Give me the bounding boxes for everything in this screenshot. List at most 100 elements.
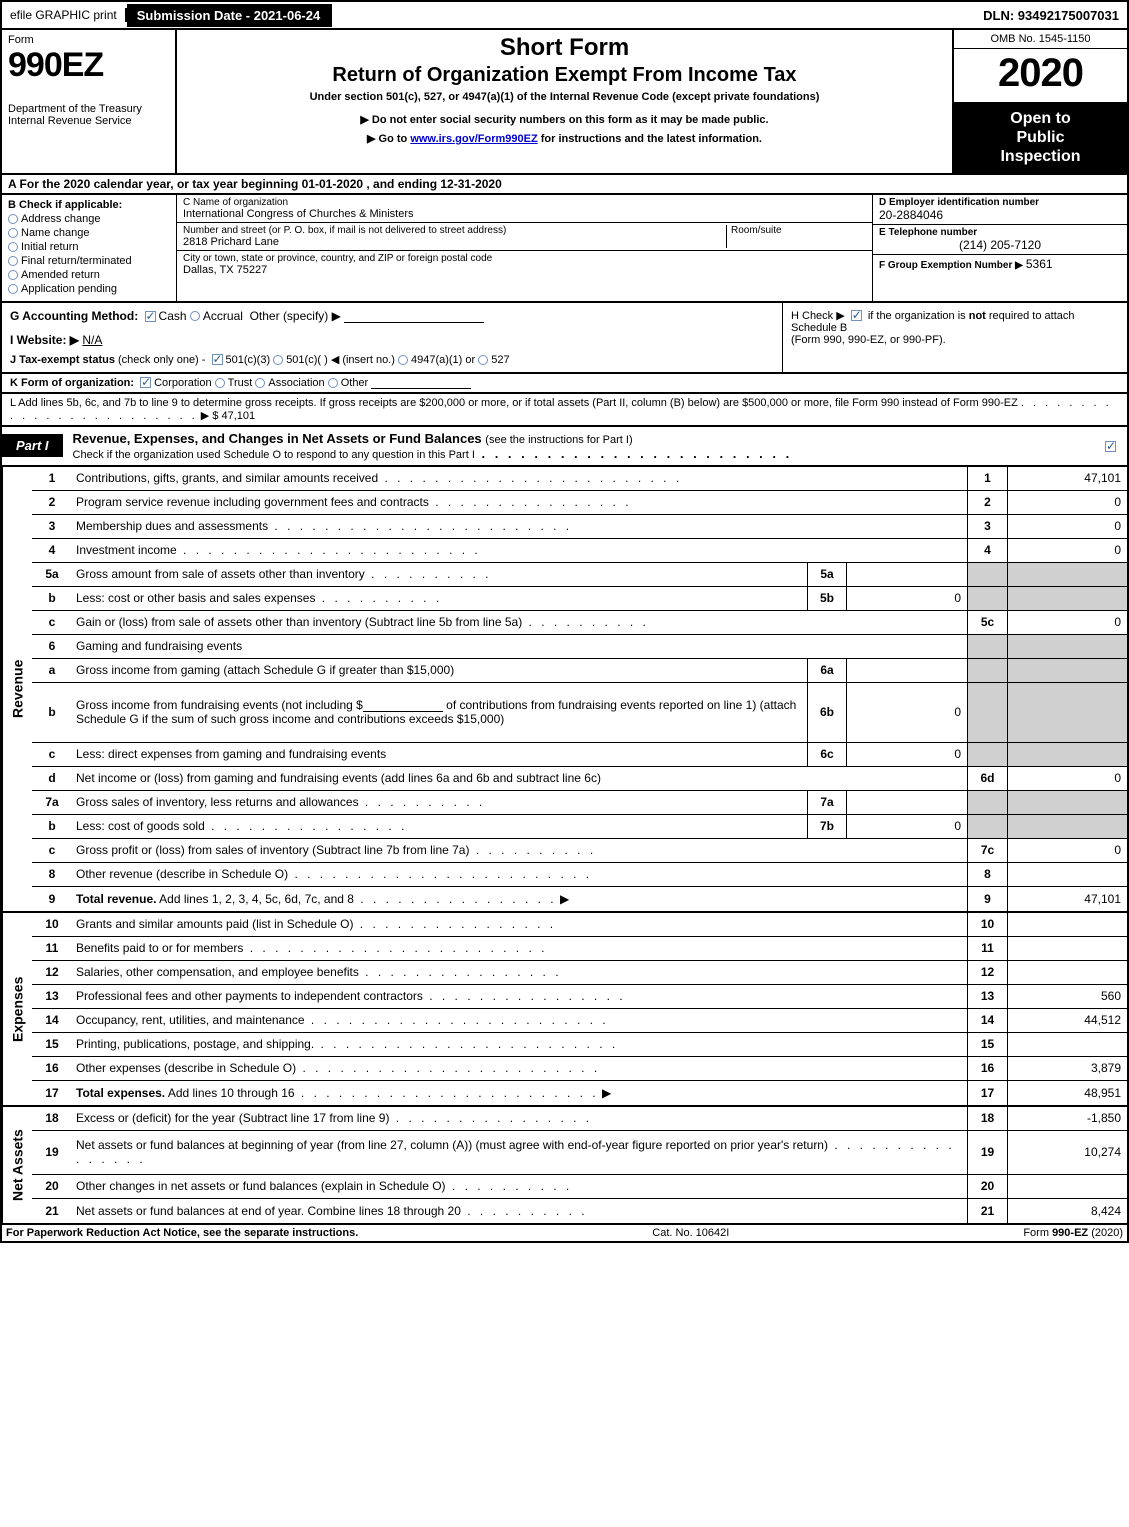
box-c: C Name of organization International Con… bbox=[177, 195, 872, 301]
line-6c-amt-shade bbox=[1007, 743, 1127, 766]
line-h: H Check ▶ if the organization is not req… bbox=[782, 303, 1127, 372]
line-18: 18 Excess or (deficit) for the year (Sub… bbox=[32, 1107, 1127, 1131]
dept-treasury: Department of the Treasury bbox=[8, 103, 169, 115]
website-value: N/A bbox=[82, 333, 102, 347]
chk-trust[interactable] bbox=[215, 378, 225, 388]
line-21-desc: Net assets or fund balances at end of ye… bbox=[72, 1202, 967, 1220]
chk-application-pending[interactable]: Application pending bbox=[8, 283, 170, 295]
line-11-num: 11 bbox=[32, 939, 72, 957]
part-i-checkbox-wrap bbox=[1102, 438, 1127, 453]
line-14-num: 14 bbox=[32, 1011, 72, 1029]
footer-catno: Cat. No. 10642I bbox=[652, 1227, 729, 1239]
line-19-num: 19 bbox=[32, 1143, 72, 1161]
line-7a-midamt bbox=[847, 791, 967, 814]
dept-irs: Internal Revenue Service bbox=[8, 115, 169, 127]
chk-schedule-b[interactable] bbox=[851, 310, 862, 321]
line-7b-amt-shade bbox=[1007, 815, 1127, 838]
line-2-desc: Program service revenue including govern… bbox=[72, 493, 967, 511]
opt-accrual: Accrual bbox=[203, 309, 243, 323]
line-5a-midamt bbox=[847, 563, 967, 586]
line-h-not: not bbox=[969, 310, 986, 322]
line-19: 19 Net assets or fund balances at beginn… bbox=[32, 1131, 1127, 1175]
chk-cash[interactable] bbox=[145, 311, 156, 322]
header-center: Short Form Return of Organization Exempt… bbox=[177, 30, 952, 173]
expenses-rows: 10 Grants and similar amounts paid (list… bbox=[32, 913, 1127, 1105]
line-4-ref: 4 bbox=[967, 539, 1007, 562]
open-to-public-badge: Open to Public Inspection bbox=[954, 103, 1127, 173]
line-a-taxyear: A For the 2020 calendar year, or tax yea… bbox=[0, 175, 1129, 195]
line-19-desc: Net assets or fund balances at beginning… bbox=[72, 1136, 967, 1168]
line-6a: a Gross income from gaming (attach Sched… bbox=[32, 659, 1127, 683]
line-5a-shade bbox=[967, 563, 1007, 586]
line-6b-desc: Gross income from fundraising events (no… bbox=[72, 696, 807, 728]
line-j-sub: (check only one) - bbox=[118, 354, 208, 366]
line-5b-shade bbox=[967, 587, 1007, 610]
group-exempt-value: 5361 bbox=[1026, 257, 1053, 271]
line-7b-desc: Less: cost of goods sold bbox=[72, 817, 807, 835]
line-13-num: 13 bbox=[32, 987, 72, 1005]
line-6a-midamt bbox=[847, 659, 967, 682]
footer-left: For Paperwork Reduction Act Notice, see … bbox=[6, 1227, 358, 1239]
line-13-amt: 560 bbox=[1007, 985, 1127, 1008]
line-7a-num: 7a bbox=[32, 793, 72, 811]
goto-prefix: ▶ Go to bbox=[367, 133, 410, 145]
line-19-amt: 10,274 bbox=[1007, 1131, 1127, 1174]
opt-corporation: Corporation bbox=[154, 377, 211, 389]
line-6a-shade bbox=[967, 659, 1007, 682]
irs-link[interactable]: www.irs.gov/Form990EZ bbox=[410, 133, 537, 145]
line-5b-num: b bbox=[32, 589, 72, 607]
address-label: Number and street (or P. O. box, if mail… bbox=[183, 225, 726, 236]
line-h-lead: H Check ▶ bbox=[791, 310, 845, 322]
opt-cash: Cash bbox=[159, 309, 187, 323]
opt-501c3: 501(c)(3) bbox=[226, 354, 271, 366]
line-11: 11 Benefits paid to or for members 11 bbox=[32, 937, 1127, 961]
line-h-text4: (Form 990, 990-EZ, or 990-PF). bbox=[791, 334, 946, 346]
chk-corporation[interactable] bbox=[140, 377, 151, 388]
line-6a-desc: Gross income from gaming (attach Schedul… bbox=[72, 661, 807, 679]
dln-label: DLN: 93492175007031 bbox=[975, 8, 1127, 23]
line-i-label: I Website: ▶ bbox=[10, 333, 79, 347]
chk-4947[interactable] bbox=[398, 355, 408, 365]
expenses-side-label: Expenses bbox=[2, 913, 32, 1105]
line-10: 10 Grants and similar amounts paid (list… bbox=[32, 913, 1127, 937]
phone-value: (214) 205-7120 bbox=[879, 238, 1121, 252]
chk-amended-return[interactable]: Amended return bbox=[8, 269, 170, 281]
chk-initial-return[interactable]: Initial return bbox=[8, 241, 170, 253]
line-20-desc: Other changes in net assets or fund bala… bbox=[72, 1177, 967, 1195]
line-17-amt: 48,951 bbox=[1007, 1081, 1127, 1105]
line-k-label: K Form of organization: bbox=[10, 377, 134, 389]
efile-print-label[interactable]: efile GRAPHIC print bbox=[2, 8, 127, 22]
omb-number: OMB No. 1545-1150 bbox=[954, 30, 1127, 49]
box-b: B Check if applicable: Address change Na… bbox=[2, 195, 177, 301]
line-6b-midamt: 0 bbox=[847, 683, 967, 742]
line-6d-num: d bbox=[32, 769, 72, 787]
line-1-num: 1 bbox=[32, 469, 72, 487]
other-org-input[interactable] bbox=[371, 388, 471, 389]
line-7b-midref: 7b bbox=[807, 815, 847, 838]
chk-name-change[interactable]: Name change bbox=[8, 227, 170, 239]
line-13: 13 Professional fees and other payments … bbox=[32, 985, 1127, 1009]
line-21-amt: 8,424 bbox=[1007, 1199, 1127, 1223]
chk-final-return[interactable]: Final return/terminated bbox=[8, 255, 170, 267]
chk-501c[interactable] bbox=[273, 355, 283, 365]
chk-schedule-o[interactable] bbox=[1105, 441, 1116, 452]
line-7c-ref: 7c bbox=[967, 839, 1007, 862]
chk-other-org[interactable] bbox=[328, 378, 338, 388]
line-12-amt bbox=[1007, 961, 1127, 984]
form-number: 990EZ bbox=[8, 46, 169, 85]
chk-address-change[interactable]: Address change bbox=[8, 213, 170, 225]
line-7b-num: b bbox=[32, 817, 72, 835]
chk-527[interactable] bbox=[478, 355, 488, 365]
chk-501c3[interactable] bbox=[212, 354, 223, 365]
chk-accrual[interactable] bbox=[190, 311, 200, 321]
part-i-dots bbox=[475, 446, 792, 461]
chk-association[interactable] bbox=[255, 378, 265, 388]
line-h-text2: if the organization is bbox=[868, 310, 969, 322]
other-input[interactable] bbox=[344, 322, 484, 323]
line-l-amount: $ 47,101 bbox=[212, 410, 255, 422]
line-6c-desc: Less: direct expenses from gaming and fu… bbox=[72, 745, 807, 763]
line-14-ref: 14 bbox=[967, 1009, 1007, 1032]
opt-527: 527 bbox=[491, 354, 509, 366]
open-line1: Open to bbox=[1010, 109, 1070, 128]
line-7a-amt-shade bbox=[1007, 791, 1127, 814]
